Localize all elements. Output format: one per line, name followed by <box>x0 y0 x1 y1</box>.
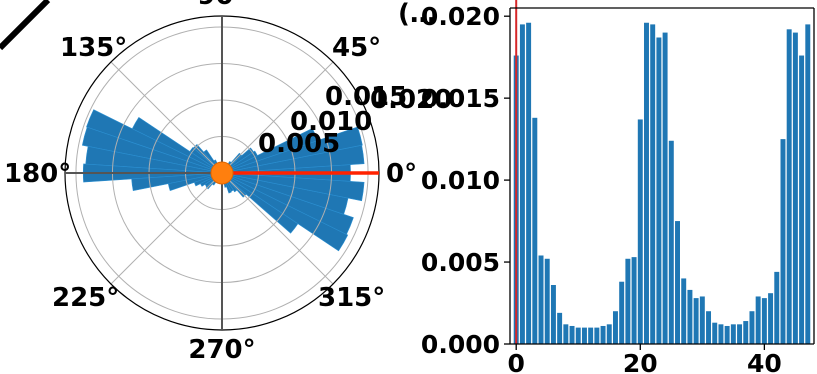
y-tick-label: 0.000 <box>421 330 500 359</box>
bar <box>532 117 538 344</box>
bar <box>761 298 767 344</box>
bar <box>637 119 643 344</box>
polar-grid-spoke <box>110 172 223 285</box>
polar-chart: 0° 45° 90° 135° 180° 225° 270° 315° 0.0050.0100.… <box>4 0 452 365</box>
bar <box>581 327 587 344</box>
bar <box>786 29 792 345</box>
bar <box>538 255 544 344</box>
bar <box>687 289 693 344</box>
polar-grid-spoke <box>221 172 334 285</box>
bar <box>681 278 687 344</box>
polar-radial-label: 0.015 <box>325 82 407 112</box>
bar <box>600 325 606 344</box>
polar-angle-label: 315° <box>318 283 385 313</box>
bar <box>675 221 680 344</box>
bar <box>526 22 532 344</box>
bar <box>662 32 668 345</box>
x-tick-label: 40 <box>747 349 782 374</box>
bar <box>544 258 550 344</box>
bar <box>749 311 755 344</box>
polar-center-marker <box>210 161 234 185</box>
bar <box>588 327 594 344</box>
y-tick-label: 0.015 <box>421 84 500 113</box>
polar-angle-label: 45° <box>332 33 381 63</box>
bar <box>619 281 625 344</box>
bar <box>805 24 811 344</box>
bar <box>780 139 786 344</box>
polar-grid-spoke <box>221 61 334 174</box>
bar <box>799 55 805 344</box>
polar-radial-label: 0.010 <box>290 107 372 137</box>
bar <box>743 321 749 344</box>
bar <box>650 24 656 344</box>
polar-radial-label: 0.020 <box>370 85 452 115</box>
polar-angle-label: 90° <box>197 0 246 11</box>
bar <box>519 24 525 344</box>
bar <box>724 325 730 344</box>
bar-chart: (… 0.000 0.005 0.010 0.015 0.020 0 20 40 <box>398 0 815 374</box>
chart-title: (… <box>398 0 436 29</box>
bar <box>693 298 699 344</box>
bar <box>755 296 761 344</box>
bar <box>718 324 724 344</box>
x-tick-label: 0 <box>508 349 525 374</box>
bar <box>557 312 563 344</box>
bar <box>606 324 612 344</box>
bar <box>612 311 618 344</box>
bar <box>625 258 631 344</box>
polar-angle-label: 225° <box>52 283 119 313</box>
bar <box>774 271 780 344</box>
polar-grid-spoke <box>110 61 223 174</box>
polar-angle-label: 135° <box>60 33 127 63</box>
bar <box>631 257 637 344</box>
polar-angle-label: 180° <box>4 159 71 189</box>
y-tick-label: 0.010 <box>421 166 500 195</box>
bar <box>792 32 798 345</box>
polar-angle-label: 270° <box>188 335 255 365</box>
polar-angle-label: 0° <box>386 159 417 189</box>
polar-bar <box>86 109 223 174</box>
bar <box>550 285 556 344</box>
bar <box>706 311 712 344</box>
x-tick-label: 20 <box>623 349 658 374</box>
bar <box>712 322 718 344</box>
polar-radial-label: 0.005 <box>258 129 340 159</box>
y-tick-label: 0.005 <box>421 248 500 277</box>
bar <box>644 22 649 344</box>
bar <box>563 324 569 344</box>
y-tick-label: 0.020 <box>421 2 500 31</box>
bar <box>730 324 736 344</box>
bar <box>737 324 743 344</box>
bar <box>768 293 774 344</box>
bar <box>569 325 575 344</box>
corner-stroke <box>0 0 51 51</box>
bar <box>656 37 662 344</box>
polar-bar <box>221 128 318 174</box>
bar <box>575 327 581 344</box>
bar <box>594 327 600 344</box>
bar <box>699 296 705 344</box>
bar <box>668 140 674 344</box>
